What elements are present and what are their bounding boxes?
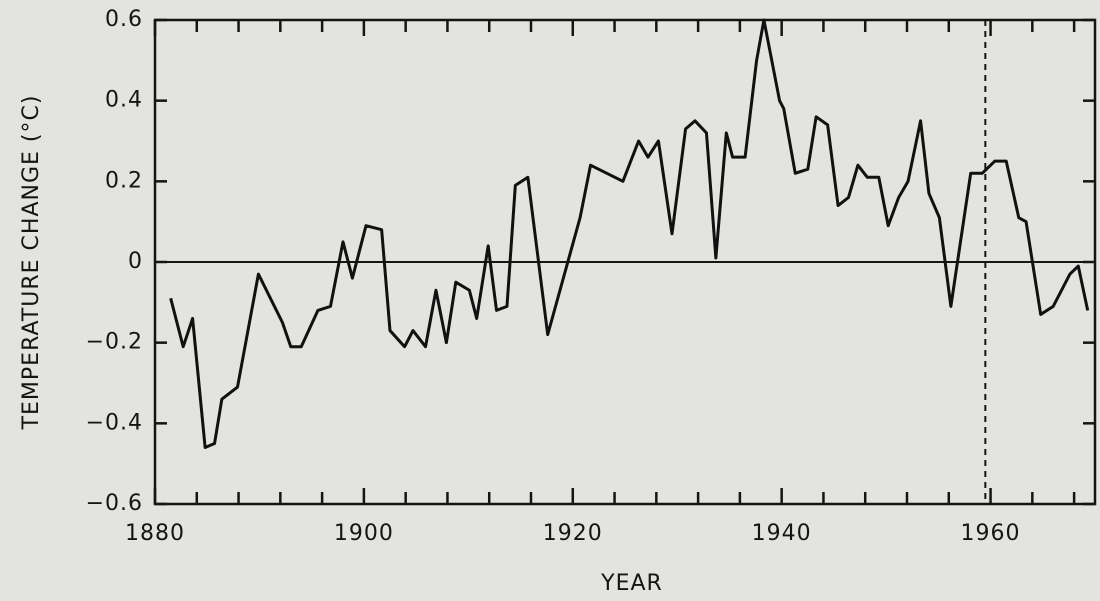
y-tick-label: 0.4 [105,88,143,113]
x-tick-label: 1940 [752,521,812,546]
y-tick-label: −0.4 [86,410,143,435]
y-axis-label: TEMPERATURE CHANGE (°C) [19,95,44,431]
y-tick-label: 0.2 [105,168,143,193]
y-tick-label: −0.2 [86,330,143,355]
y-tick-label: 0 [128,249,143,274]
y-tick-label: −0.6 [86,491,143,516]
y-tick-label: 0.6 [105,7,143,32]
x-tick-label: 1900 [334,521,394,546]
x-axis-label: YEAR [600,571,663,596]
x-tick-label: 1920 [543,521,603,546]
data-line [169,18,1090,450]
x-tick-label: 1880 [125,521,185,546]
x-tick-label: 1960 [961,521,1021,546]
